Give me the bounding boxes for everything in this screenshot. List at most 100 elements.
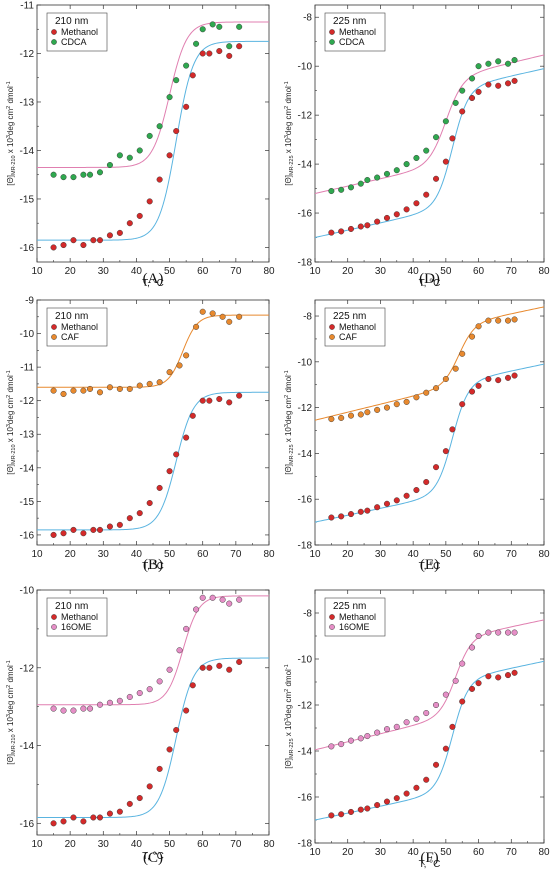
data-point-methanol — [504, 672, 512, 679]
data-point-caf — [156, 379, 163, 386]
legend-entry: Methanol — [61, 322, 98, 332]
data-point-methanol — [156, 765, 163, 772]
data-point-cdca — [193, 40, 200, 47]
data-point-methanol — [80, 530, 87, 537]
data-point-16ome — [495, 629, 502, 636]
data-point-16ome — [60, 707, 67, 714]
data-point-caf — [70, 387, 77, 394]
y-axis-label: [Θ]MR-225 x 103deg cm2 dmol-1 — [284, 370, 295, 474]
data-point-caf — [442, 375, 449, 383]
y-axis-label-part: dmol — [284, 375, 293, 395]
data-point-methanol — [374, 218, 381, 225]
fit-line-methanol — [315, 363, 544, 523]
x-tick-label: 60 — [197, 266, 209, 277]
legend-marker — [51, 334, 57, 340]
data-point-methanol — [70, 814, 77, 821]
panel-label: (C) — [143, 850, 163, 866]
data-point-16ome — [469, 644, 476, 651]
data-point-16ome — [357, 735, 364, 742]
data-point-cdca — [504, 60, 512, 67]
data-point-methanol — [442, 158, 449, 165]
legend-title: 225 nm — [333, 311, 366, 322]
x-tick-label: 20 — [65, 839, 77, 850]
legend-box — [46, 12, 108, 52]
data-point-caf — [495, 317, 502, 324]
fit-line-caf — [37, 314, 269, 388]
y-axis-label-part: 2 — [284, 689, 290, 692]
data-point-methanol — [156, 176, 163, 183]
data-point-methanol — [328, 514, 335, 521]
data-point-methanol — [459, 698, 466, 705]
data-point-caf — [193, 323, 200, 330]
data-point-methanol — [364, 805, 371, 812]
data-point-methanol — [442, 448, 449, 455]
x-tick-label: 10 — [31, 549, 43, 560]
y-tick-label: -9 — [25, 296, 34, 307]
data-point-methanol — [383, 798, 390, 805]
legend-box — [324, 12, 386, 52]
y-axis-label-part: 2 — [284, 106, 290, 109]
data-point-cdca — [60, 174, 67, 181]
x-axis-label: T, °C — [419, 859, 441, 870]
data-point-methanol — [403, 206, 410, 213]
x-tick-label: 20 — [342, 549, 354, 560]
legend-title: 225 nm — [333, 16, 366, 27]
data-point-caf — [126, 385, 133, 392]
y-axis-label-part: MR-225 — [289, 155, 295, 175]
legend-marker — [329, 324, 335, 330]
data-point-cdca — [357, 180, 364, 187]
data-point-methanol — [338, 228, 345, 235]
x-tick-label: 30 — [98, 266, 110, 277]
data-point-methanol — [146, 783, 153, 790]
data-point-caf — [80, 387, 87, 394]
data-point-cdca — [216, 23, 223, 30]
y-tick-label: -11 — [20, 1, 34, 12]
x-tick-label: 40 — [131, 839, 143, 850]
data-point-methanol — [90, 237, 97, 244]
data-point-methanol — [495, 377, 502, 384]
data-point-16ome — [219, 596, 226, 603]
data-point-methanol — [80, 818, 87, 825]
legend-entry: Methanol — [61, 27, 98, 37]
data-point-caf — [475, 323, 482, 330]
x-tick-label: 50 — [440, 847, 452, 858]
data-point-16ome — [504, 629, 512, 636]
data-point-16ome — [226, 600, 233, 607]
x-tick-label: 30 — [375, 549, 387, 560]
data-point-methanol — [116, 229, 123, 236]
y-axis-label-part: x 10 — [284, 427, 293, 445]
data-point-methanol — [60, 242, 67, 249]
data-point-16ome — [403, 719, 410, 726]
data-point-cdca — [469, 75, 476, 82]
data-point-caf — [87, 385, 94, 392]
data-point-caf — [328, 416, 335, 423]
data-point-16ome — [364, 733, 371, 740]
y-tick-label: -8 — [303, 312, 312, 323]
data-point-16ome — [236, 596, 243, 603]
y-axis-label-part: 3 — [6, 424, 12, 427]
y-axis-label-part: MR-225 — [289, 444, 295, 464]
legend-entry: CDCA — [61, 37, 87, 47]
y-tick-label: -15 — [20, 194, 35, 205]
y-tick-label: -16 — [20, 819, 35, 830]
data-point-methanol — [60, 818, 67, 825]
data-point-cdca — [226, 43, 233, 50]
data-point-methanol — [189, 682, 196, 689]
legend-marker — [51, 324, 57, 330]
x-tick-label: 70 — [230, 266, 242, 277]
data-point-16ome — [80, 705, 87, 712]
data-point-cdca — [80, 171, 87, 178]
data-point-methanol — [236, 392, 243, 399]
data-point-16ome — [176, 647, 183, 654]
data-point-methanol — [485, 81, 492, 88]
data-point-16ome — [156, 678, 163, 685]
y-axis-label-part: 2 — [284, 395, 290, 398]
y-tick-label: -15 — [20, 497, 35, 508]
y-tick-label: -12 — [298, 403, 313, 414]
y-tick-label: -18 — [298, 258, 313, 269]
data-point-cdca — [183, 62, 190, 69]
y-axis-label-part: [Θ] — [6, 464, 15, 475]
y-tick-label: -8 — [303, 13, 312, 24]
y-axis-label: [Θ]MR-210 x 103deg cm2 dmol-1 — [6, 370, 17, 474]
data-point-16ome — [116, 697, 123, 704]
